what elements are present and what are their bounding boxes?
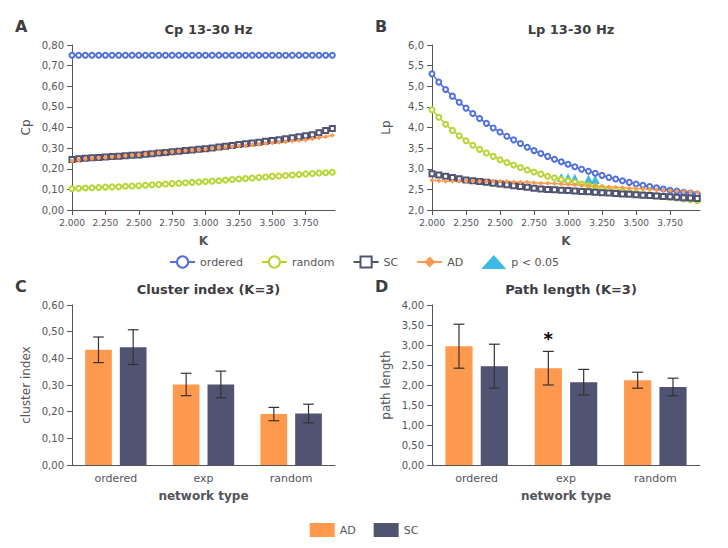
svg-text:0,50: 0,50	[42, 101, 64, 112]
svg-text:A: A	[15, 17, 28, 36]
svg-text:0,60: 0,60	[42, 300, 64, 311]
svg-text:3.750: 3.750	[293, 218, 319, 228]
svg-text:2.250: 2.250	[453, 218, 479, 228]
svg-text:3.500: 3.500	[623, 218, 649, 228]
svg-text:0,20: 0,20	[42, 406, 64, 417]
svg-text:2.750: 2.750	[521, 218, 547, 228]
svg-text:3,50: 3,50	[402, 320, 424, 331]
svg-text:3.750: 3.750	[657, 218, 683, 228]
svg-text:3,0: 3,0	[408, 163, 424, 174]
svg-text:random: random	[292, 256, 335, 269]
svg-text:0,30: 0,30	[42, 143, 64, 154]
svg-text:Cluster index (K=3): Cluster index (K=3)	[137, 282, 281, 297]
svg-text:D: D	[375, 277, 388, 296]
svg-text:5,0: 5,0	[408, 81, 424, 92]
svg-text:0,00: 0,00	[42, 460, 64, 471]
svg-text:0,70: 0,70	[42, 60, 64, 71]
svg-text:0,40: 0,40	[42, 353, 64, 364]
svg-text:2.750: 2.750	[159, 218, 185, 228]
svg-text:Cp 13-30 Hz: Cp 13-30 Hz	[165, 22, 253, 37]
svg-text:4,5: 4,5	[408, 101, 424, 112]
svg-text:6,0: 6,0	[408, 40, 424, 51]
svg-text:0,60: 0,60	[42, 81, 64, 92]
svg-text:network type: network type	[521, 489, 611, 503]
svg-text:0,40: 0,40	[42, 122, 64, 133]
svg-text:3.500: 3.500	[259, 218, 285, 228]
svg-text:K: K	[561, 234, 571, 248]
svg-text:3.250: 3.250	[589, 218, 615, 228]
svg-text:Path length (K=3): Path length (K=3)	[505, 282, 637, 297]
svg-text:2.500: 2.500	[487, 218, 513, 228]
svg-text:ordered: ordered	[455, 472, 498, 485]
svg-text:0,10: 0,10	[42, 433, 64, 444]
svg-text:4,0: 4,0	[408, 122, 424, 133]
svg-text:2.500: 2.500	[126, 218, 152, 228]
svg-text:3.000: 3.000	[193, 218, 219, 228]
svg-text:random: random	[270, 472, 313, 485]
svg-text:2,50: 2,50	[402, 360, 424, 371]
svg-text:2,5: 2,5	[408, 184, 424, 195]
svg-text:AD: AD	[340, 524, 356, 537]
svg-text:K: K	[199, 234, 209, 248]
svg-text:0,30: 0,30	[42, 380, 64, 391]
svg-text:exp: exp	[556, 472, 576, 485]
svg-text:path length: path length	[379, 350, 393, 419]
svg-text:SC: SC	[384, 256, 399, 269]
svg-text:AD: AD	[447, 256, 463, 269]
svg-text:3.000: 3.000	[555, 218, 581, 228]
svg-text:cluster index: cluster index	[19, 346, 33, 423]
svg-text:2.000: 2.000	[419, 218, 445, 228]
svg-text:0,50: 0,50	[402, 440, 424, 451]
svg-text:2.250: 2.250	[92, 218, 118, 228]
svg-text:2,0: 2,0	[408, 205, 424, 216]
svg-text:Lp: Lp	[379, 120, 393, 134]
svg-text:2,00: 2,00	[402, 380, 424, 391]
svg-text:*: *	[544, 328, 554, 349]
svg-text:network type: network type	[158, 489, 248, 503]
svg-text:1,50: 1,50	[402, 400, 424, 411]
svg-text:1,00: 1,00	[402, 420, 424, 431]
svg-text:3,5: 3,5	[408, 143, 424, 154]
svg-text:3,00: 3,00	[402, 340, 424, 351]
svg-text:p < 0.05: p < 0.05	[511, 256, 559, 269]
svg-text:random: random	[634, 472, 677, 485]
svg-text:0,10: 0,10	[42, 184, 64, 195]
svg-text:exp: exp	[193, 472, 213, 485]
svg-text:5,5: 5,5	[408, 60, 424, 71]
svg-text:Cp: Cp	[19, 120, 33, 136]
svg-text:ordered: ordered	[200, 256, 243, 269]
svg-text:4,00: 4,00	[402, 300, 424, 311]
svg-text:ordered: ordered	[94, 472, 137, 485]
svg-text:B: B	[375, 17, 387, 36]
svg-text:SC: SC	[404, 524, 419, 537]
svg-text:0,00: 0,00	[402, 460, 424, 471]
svg-text:0,00: 0,00	[42, 205, 64, 216]
svg-text:C: C	[15, 277, 27, 296]
svg-text:0,20: 0,20	[42, 163, 64, 174]
svg-text:3.250: 3.250	[226, 218, 252, 228]
svg-text:0,80: 0,80	[42, 40, 64, 51]
svg-text:Lp 13-30 Hz: Lp 13-30 Hz	[528, 22, 615, 37]
svg-text:0,50: 0,50	[42, 326, 64, 337]
svg-text:2.000: 2.000	[59, 218, 85, 228]
